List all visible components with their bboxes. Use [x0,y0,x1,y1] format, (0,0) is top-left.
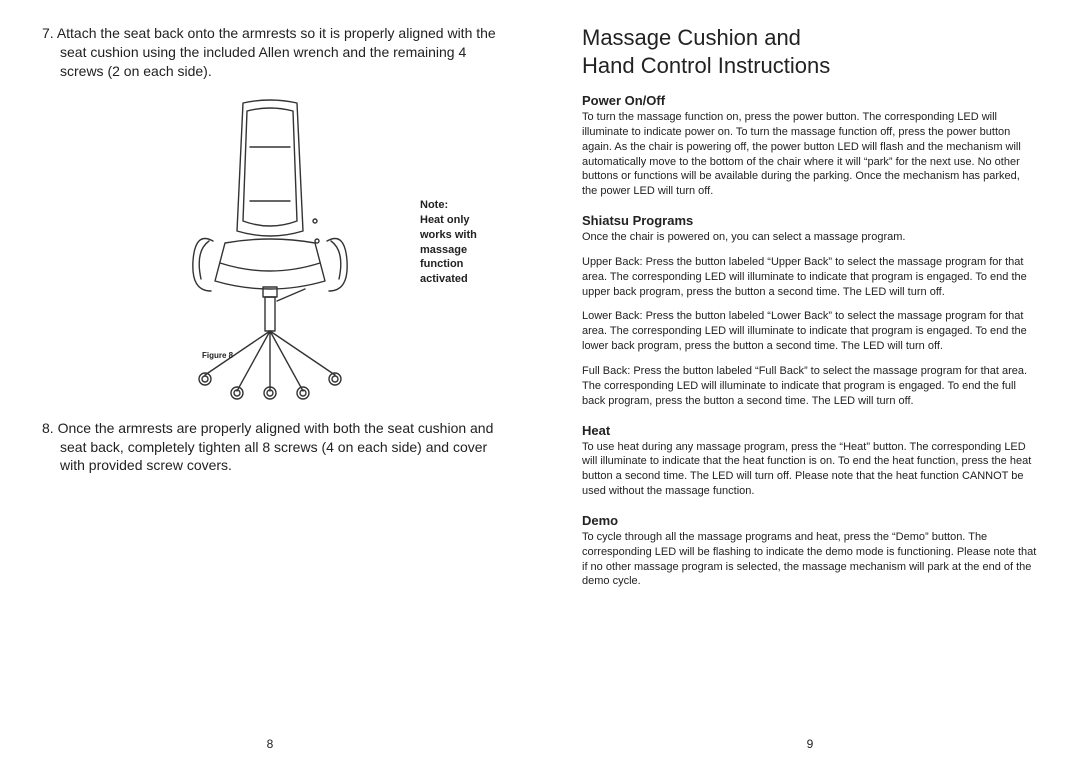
note-line-0: Note: [420,198,510,213]
note-line-2: works with [420,228,510,243]
section-shiatsu-p2: Lower Back: Press the button labeled “Lo… [582,309,1038,354]
section-head-power: Power On/Off [582,93,1038,108]
step-7: 7. Attach the seat back onto the armrest… [42,24,498,81]
right-title: Massage Cushion and Hand Control Instruc… [582,24,1038,79]
section-demo-p0: To cycle through all the massage program… [582,530,1038,589]
note-line-5: activated [420,272,510,287]
page-number-right: 9 [540,737,1080,751]
section-heat-p0: To use heat during any massage program, … [582,440,1038,499]
chair-figure-icon [165,91,375,401]
page-number-left: 8 [0,737,540,751]
step-7-num: 7. [42,25,54,41]
note-line-1: Heat only [420,213,510,228]
section-shiatsu-p0: Once the chair is powered on, you can se… [582,230,1038,245]
page-right: Massage Cushion and Hand Control Instruc… [540,0,1080,767]
step-8-num: 8. [42,420,54,436]
step-8: 8. Once the armrests are properly aligne… [42,419,498,476]
note-line-4: function [420,257,510,272]
section-head-demo: Demo [582,513,1038,528]
page-left: 7. Attach the seat back onto the armrest… [0,0,540,767]
heat-note: Note: Heat only works with massage funct… [420,198,510,287]
section-shiatsu-p1: Upper Back: Press the button labeled “Up… [582,255,1038,300]
step-8-text: Once the armrests are properly aligned w… [58,420,494,474]
title-line-0: Massage Cushion and [582,25,801,50]
step-7-text: Attach the seat back onto the armrests s… [57,25,496,79]
figure-8-caption: Figure 8 [202,351,233,360]
title-line-1: Hand Control Instructions [582,53,830,78]
section-power-p0: To turn the massage function on, press t… [582,110,1038,199]
section-shiatsu-p3: Full Back: Press the button labeled “Ful… [582,364,1038,409]
note-line-3: massage [420,243,510,258]
section-head-shiatsu: Shiatsu Programs [582,213,1038,228]
section-head-heat: Heat [582,423,1038,438]
